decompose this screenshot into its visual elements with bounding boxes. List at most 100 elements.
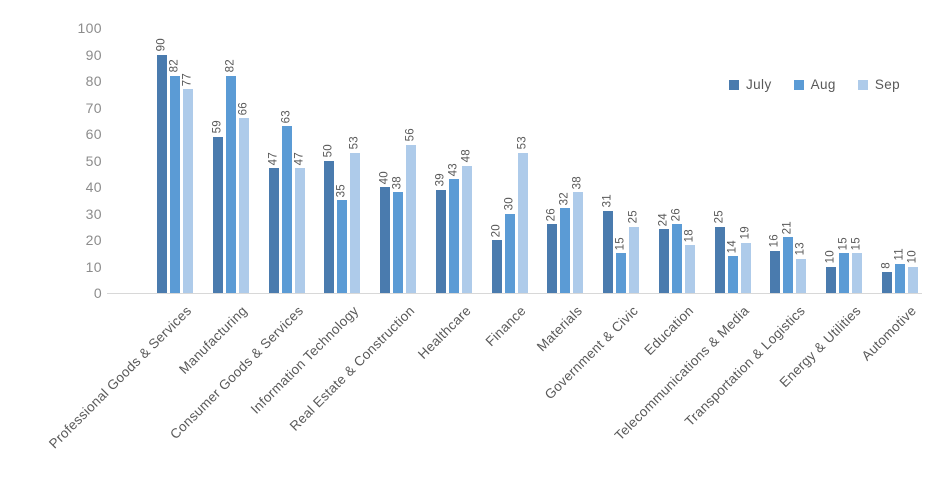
data-label: 38 [571, 175, 584, 190]
data-label: 38 [391, 175, 404, 190]
july-bar: 31 [601, 194, 613, 293]
category-label: Materials [533, 303, 585, 355]
sep-bar: 25 [627, 210, 639, 293]
sep-bar: 38 [572, 176, 584, 293]
y-tick-label: 70 [85, 99, 102, 116]
bar-group: 24 26 18 [657, 28, 695, 293]
legend-item-aug: Aug [793, 77, 836, 92]
aug-bar: 43 [447, 163, 459, 293]
bar-group: 59 82 66 [211, 28, 250, 293]
july-bar: 25 [713, 210, 725, 293]
july-bar: 39 [434, 173, 446, 293]
legend-label: July [746, 77, 772, 92]
bar-group: 8 11 10 [880, 28, 918, 293]
data-label: 66 [237, 101, 250, 116]
data-label: 25 [627, 210, 640, 224]
data-label: 20 [489, 223, 502, 237]
aug-bar: 82 [168, 59, 180, 293]
aug-bar: 82 [224, 59, 236, 293]
bar-group: 31 15 25 [601, 28, 639, 293]
data-label: 48 [460, 149, 473, 163]
legend-item-july: July [729, 77, 772, 92]
data-label: 30 [502, 197, 515, 211]
y-tick-label: 60 [85, 126, 102, 142]
data-label: 14 [725, 239, 738, 253]
category-label: Finance [483, 303, 530, 350]
y-tick-label: 100 [77, 20, 102, 36]
legend-label: Sep [874, 77, 901, 92]
data-label: 16 [768, 234, 781, 248]
sep-bar: 18 [683, 229, 695, 293]
july-bar: 10 [824, 250, 836, 293]
y-tick-label: 0 [93, 285, 102, 301]
y-tick-label: 10 [85, 258, 102, 275]
aug-bar: 15 [614, 237, 626, 293]
data-label: 18 [683, 228, 696, 243]
category-label: Automotive [859, 303, 920, 364]
data-label: 56 [404, 128, 417, 142]
sep-bar: 56 [404, 128, 416, 293]
aug-bar: 32 [559, 192, 571, 293]
category-label: Government & Civic [541, 303, 641, 403]
aug-bar: 14 [726, 240, 738, 293]
july-bar: 47 [267, 152, 279, 293]
bar-group: 10 15 15 [824, 28, 863, 293]
data-label: 25 [712, 210, 725, 224]
legend-swatch-icon [729, 79, 739, 90]
y-tick-label: 50 [85, 152, 102, 169]
y-tick-label: 80 [85, 73, 102, 89]
july-bar: 16 [769, 234, 781, 293]
x-axis-line [107, 293, 922, 294]
data-label: 21 [781, 220, 794, 235]
category-label: Transportation & Logistics [681, 303, 809, 430]
aug-bar: 15 [837, 237, 849, 293]
category-label: Education [641, 303, 697, 358]
data-label: 82 [224, 59, 237, 73]
aug-bar: 11 [893, 248, 905, 293]
july-bar: 20 [490, 224, 502, 293]
sep-bar: 47 [293, 152, 305, 293]
bar-group: 50 35 53 [323, 28, 361, 293]
data-label: 39 [434, 173, 447, 187]
data-label: 43 [447, 162, 460, 177]
data-label: 15 [850, 236, 863, 251]
bar-group: 26 32 38 [546, 28, 584, 293]
data-label: 47 [292, 152, 305, 166]
bar-group: 16 21 13 [769, 28, 807, 293]
data-label: 10 [906, 250, 919, 264]
category-label: Professional Goods & Services [46, 303, 195, 452]
data-label: 77 [181, 72, 194, 86]
legend-swatch-icon [857, 79, 868, 90]
data-label: 50 [322, 144, 335, 158]
sep-bar: 53 [516, 136, 528, 293]
july-bar: 59 [211, 120, 223, 293]
plot-area: 90 82 77 59 82 66 47 63 47 50 35 53 40 38 56 39 43 48 20 30… [112, 28, 920, 293]
data-label: 59 [211, 120, 224, 134]
legend-label: Aug [810, 77, 836, 92]
data-label: 11 [893, 248, 906, 261]
data-label: 13 [794, 242, 807, 256]
category-label: Healthcare [414, 303, 474, 362]
data-label: 26 [670, 207, 683, 222]
bar-group: 90 82 77 [155, 28, 194, 293]
data-label: 15 [614, 236, 627, 251]
category-label: Real Estate & Construction [286, 303, 418, 434]
july-bar: 50 [323, 144, 335, 293]
aug-bar: 38 [391, 176, 403, 293]
bar-group: 25 14 19 [713, 28, 751, 293]
july-bar: 40 [378, 171, 390, 293]
aug-bar: 21 [782, 221, 794, 293]
sep-bar: 10 [906, 250, 918, 293]
data-label: 82 [168, 59, 181, 73]
sep-bar: 19 [739, 226, 751, 293]
data-label: 53 [348, 136, 361, 150]
legend: July Aug Sep [729, 77, 900, 92]
july-bar: 90 [155, 38, 167, 293]
data-label: 31 [601, 194, 614, 208]
aug-bar: 26 [670, 208, 682, 293]
data-label: 90 [155, 38, 168, 52]
aug-bar: 63 [280, 110, 292, 293]
bar-group: 39 43 48 [434, 28, 473, 293]
data-label: 24 [657, 213, 670, 227]
